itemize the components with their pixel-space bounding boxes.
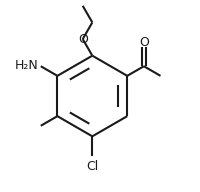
Text: O: O <box>139 36 149 49</box>
Text: Cl: Cl <box>86 160 98 173</box>
Text: H₂N: H₂N <box>15 59 39 72</box>
Text: O: O <box>78 33 88 46</box>
